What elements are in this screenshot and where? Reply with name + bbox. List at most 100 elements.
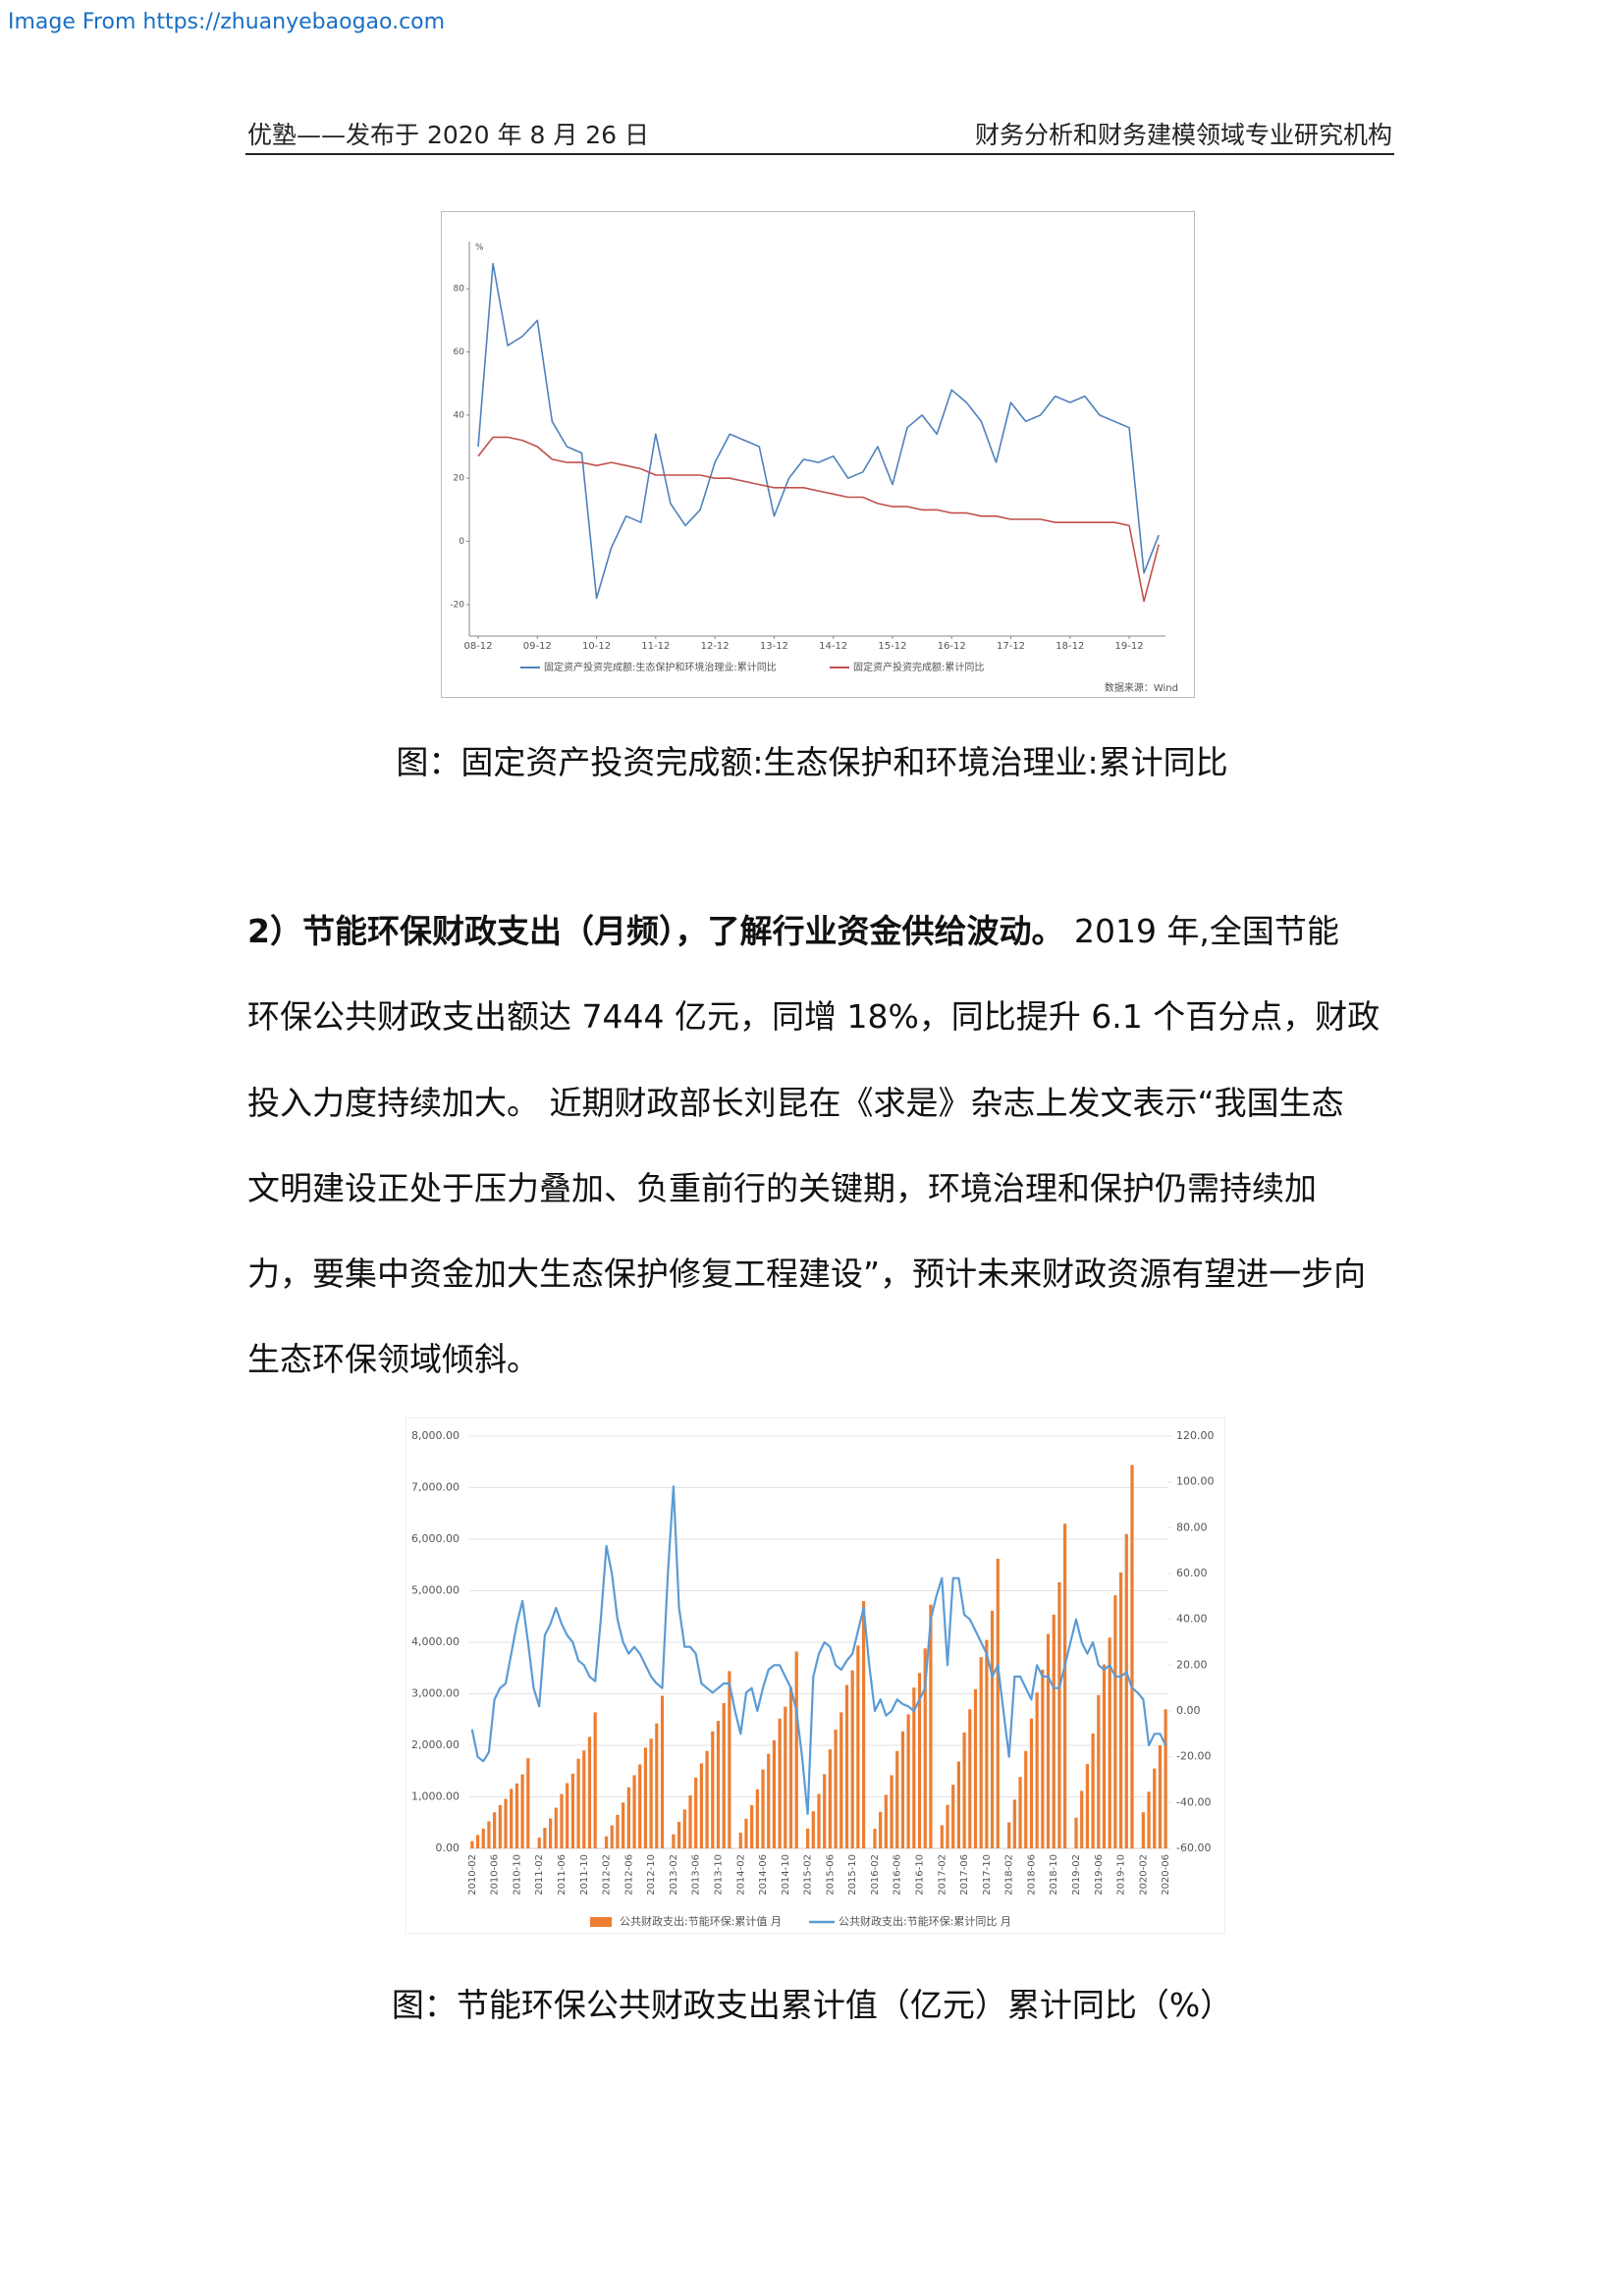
bar <box>699 1763 703 1848</box>
y2-tick-label: 20.00 <box>1176 1658 1208 1671</box>
x-tick-label: 16-12 <box>938 641 966 652</box>
series-line <box>477 436 1160 603</box>
bar <box>738 1832 742 1848</box>
bar <box>951 1785 955 1848</box>
bar <box>504 1798 508 1848</box>
bar <box>570 1773 574 1848</box>
bar <box>990 1610 995 1848</box>
bar <box>962 1732 966 1848</box>
y-tick-label: 40 <box>454 410 465 420</box>
legend-swatch <box>590 1917 612 1927</box>
bar <box>520 1774 524 1848</box>
header-rule <box>245 153 1394 155</box>
bar <box>929 1604 933 1848</box>
bar <box>576 1758 580 1848</box>
x-tick-label: 2017-10 <box>982 1854 993 1896</box>
bar <box>879 1811 883 1848</box>
bar <box>682 1809 686 1848</box>
bar <box>672 1834 676 1848</box>
x-tick-label: 2013-02 <box>669 1854 679 1896</box>
paragraph-line: 文明建设正处于压力叠加、负重前行的关键期，环境治理和保护仍需持续加 <box>247 1169 1317 1207</box>
bar <box>722 1702 726 1848</box>
bar <box>622 1802 625 1848</box>
bar <box>1057 1581 1061 1848</box>
bar <box>906 1714 910 1848</box>
bar <box>1097 1694 1101 1848</box>
bar <box>1147 1791 1151 1848</box>
bar <box>626 1787 630 1848</box>
y2-tick-label: 120.00 <box>1176 1429 1215 1442</box>
bar <box>1141 1812 1145 1848</box>
legend-label: 公共财政支出:节能环保:累计同比 月 <box>839 1914 1011 1928</box>
bar <box>761 1769 765 1848</box>
x-tick-label: 2020-02 <box>1138 1854 1149 1896</box>
bar <box>1124 1533 1128 1848</box>
x-tick-label: 2015-02 <box>803 1854 814 1896</box>
bar <box>1164 1709 1167 1848</box>
bar <box>895 1750 899 1848</box>
bar <box>985 1639 989 1848</box>
bar <box>973 1688 978 1848</box>
bar <box>946 1804 949 1848</box>
bar <box>649 1738 653 1848</box>
bar <box>582 1750 586 1848</box>
y2-tick-label: -60.00 <box>1176 1842 1211 1854</box>
x-tick-label: 2020-06 <box>1161 1854 1171 1896</box>
x-tick-label: 2016-10 <box>915 1854 926 1896</box>
bar <box>688 1794 692 1848</box>
bar <box>514 1783 519 1848</box>
bar <box>940 1825 944 1848</box>
bar <box>660 1695 665 1848</box>
bar <box>604 1836 609 1848</box>
bar <box>677 1821 681 1848</box>
bar <box>493 1812 497 1848</box>
bar <box>1085 1764 1090 1848</box>
y-tick-label: 4,000.00 <box>411 1635 460 1648</box>
x-tick-label: 2019-10 <box>1116 1854 1127 1896</box>
bar <box>806 1828 810 1848</box>
bar <box>643 1747 648 1848</box>
bar <box>1046 1633 1051 1848</box>
y2-tick-label: 80.00 <box>1176 1521 1208 1533</box>
bar <box>1041 1670 1045 1848</box>
y-tick-label: 7,000.00 <box>411 1481 460 1494</box>
x-tick-label: 2018-10 <box>1049 1854 1059 1896</box>
bar <box>1018 1777 1022 1848</box>
x-tick-label: 2012-02 <box>602 1854 613 1896</box>
bar <box>711 1731 715 1848</box>
bar <box>716 1721 721 1848</box>
bar <box>817 1793 821 1848</box>
x-tick-label: 2015-06 <box>825 1854 836 1896</box>
bar <box>470 1841 474 1848</box>
bar <box>823 1774 827 1848</box>
x-tick-label: 2019-02 <box>1071 1854 1082 1896</box>
bar <box>850 1670 854 1848</box>
bar <box>755 1789 759 1848</box>
y2-tick-label: -40.00 <box>1176 1795 1211 1808</box>
x-tick-label: 2016-02 <box>870 1854 881 1896</box>
x-tick-label: 2011-02 <box>534 1854 545 1896</box>
bar <box>510 1789 514 1848</box>
bar <box>1113 1595 1117 1848</box>
x-tick-label: 14-12 <box>819 641 847 652</box>
bar <box>728 1671 731 1848</box>
bar <box>1080 1790 1084 1848</box>
bar <box>1029 1718 1034 1848</box>
bar <box>890 1775 893 1848</box>
bar <box>543 1828 547 1848</box>
paragraph-line: 力，要集中资金加大生态保护修复工程建设”，预计未来财政资源有望进一步向 <box>247 1255 1367 1293</box>
bar <box>856 1645 860 1848</box>
x-tick-label: 13-12 <box>760 641 788 652</box>
bar <box>587 1736 592 1848</box>
x-tick-label: 2014-06 <box>758 1854 769 1896</box>
bar <box>1158 1745 1163 1848</box>
bar <box>526 1758 530 1848</box>
bar <box>884 1794 888 1848</box>
bar <box>996 1558 1000 1848</box>
bold-lead: 2）节能环保财政支出（月频），了解行业资金供给波动。 <box>247 912 1064 950</box>
x-tick-label: 19-12 <box>1115 641 1144 652</box>
y-tick-label: 5,000.00 <box>411 1584 460 1597</box>
y-tick-label: 0 <box>459 537 464 547</box>
y2-tick-label: 0.00 <box>1176 1704 1201 1717</box>
watermark: Image From https://zhuanyebaogao.com <box>8 10 446 34</box>
